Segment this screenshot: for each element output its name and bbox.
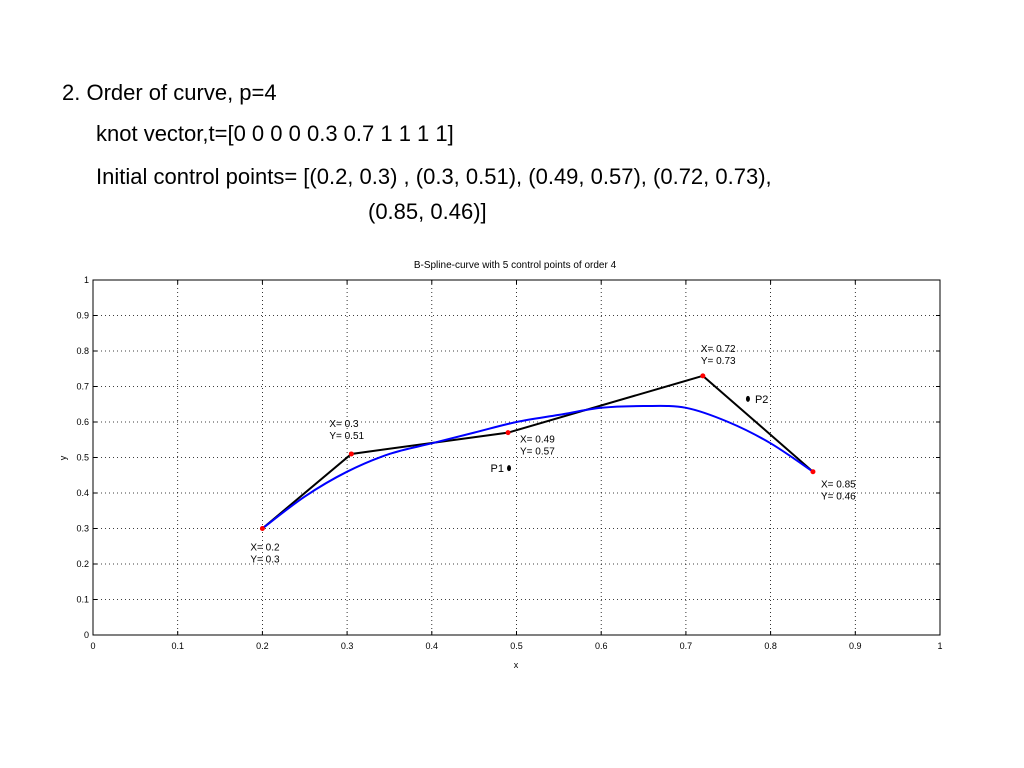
y-tick-label: 0.5 (76, 453, 89, 463)
slide-line-control-points-cont: (0.85, 0.46)] (368, 199, 487, 224)
plot-frame (92, 279, 941, 636)
point-label-x: X= 0.2 (250, 543, 280, 554)
point-label-y: Y= 0.57 (520, 447, 555, 458)
point-label-x: X= 0.49 (520, 435, 555, 446)
point-label-y: Y= 0.51 (329, 431, 364, 442)
point-label-y: Y= 0.73 (701, 356, 736, 367)
y-tick-label: 0.1 (76, 595, 89, 605)
control-point-marker (700, 373, 706, 379)
y-tick-label: 0.3 (76, 524, 89, 534)
slide-line-order: 2. Order of curve, p=4 (62, 80, 277, 105)
grid (93, 280, 940, 635)
control-point-marker (810, 469, 816, 475)
y-tick-label: 0.9 (76, 311, 89, 321)
slide-line-control-points: Initial control points= [(0.2, 0.3) , (0… (96, 164, 772, 189)
y-tick-label: 1 (84, 275, 89, 285)
x-tick-label: 0.7 (680, 641, 693, 651)
control-point-marker (259, 526, 265, 531)
x-tick-label: 0.4 (426, 641, 439, 651)
series-layer (259, 373, 816, 531)
annotation-label: P2 (755, 394, 768, 406)
x-tick-label: 0.8 (764, 641, 777, 651)
annotation-marker (745, 395, 750, 402)
x-tick-label: 1 (937, 641, 942, 651)
x-tick-label: 0.1 (171, 641, 184, 651)
y-tick-label: 0.7 (76, 382, 89, 392)
x-tick-label: 0.5 (510, 641, 523, 651)
y-tick-label: 0.2 (76, 559, 89, 569)
control-point-marker (348, 451, 354, 457)
x-tick-label: 0.3 (341, 641, 354, 651)
point-label-x: X= 0.3 (329, 419, 359, 430)
y-tick-label: 0.8 (76, 346, 89, 356)
point-label-y: Y= 0.46 (821, 492, 856, 503)
x-tick-label: 0.6 (595, 641, 608, 651)
slide-line-knot-vector: knot vector,t=[0 0 0 0 0.3 0.7 1 1 1 1] (96, 121, 454, 146)
x-tick-label: 0.2 (256, 641, 269, 651)
y-tick-label: 0 (84, 630, 89, 640)
chart-title: B-Spline-curve with 5 control points of … (414, 260, 617, 271)
point-label-x: X= 0.72 (701, 344, 736, 355)
x-axis-label: x (514, 660, 519, 670)
y-tick-label: 0.6 (76, 417, 89, 427)
y-tick-label: 0.4 (76, 488, 89, 498)
annotation-marker (507, 465, 512, 472)
x-tick-label: 0.9 (849, 641, 862, 651)
control-point-marker (505, 430, 511, 436)
point-label-y: Y= 0.3 (250, 555, 280, 566)
y-axis-label: y (58, 455, 68, 460)
bspline-curve (261, 404, 814, 530)
point-labels: X= 0.2Y= 0.3 X= 0.3Y= 0.51 X= 0.49Y= 0.57 X… (250, 344, 856, 566)
x-tick-label: 0 (90, 641, 95, 651)
axis-ticks: 0 0.1 0.2 0.3 0.4 0.5 0.6 0.7 0.8 0.9 1 0 0.1 0.2 0.3 0… (76, 275, 942, 651)
point-label-x: X= 0.85 (821, 480, 856, 491)
annotation-label: P1 (491, 463, 504, 475)
